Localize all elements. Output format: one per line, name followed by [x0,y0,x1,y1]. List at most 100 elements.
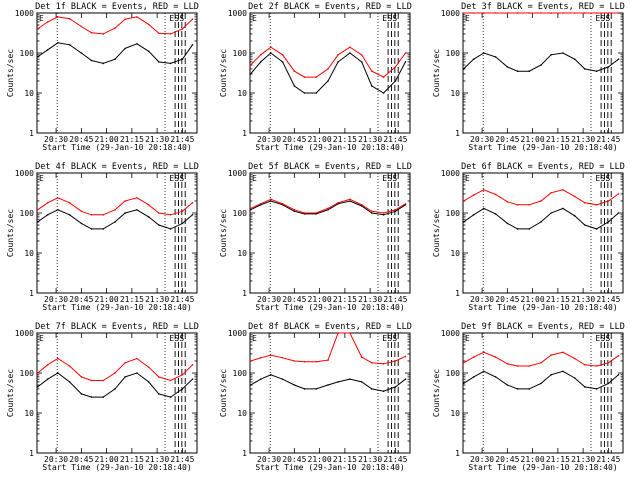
x-tick-label: 21:45 [383,135,407,144]
data-point [303,92,306,94]
x-tick-label: 20:30 [44,295,68,304]
x-tick-label: 20:45 [69,135,93,144]
panel-title: Det 1f BLACK = Events, RED = LLD [35,2,199,12]
data-point [337,381,339,383]
panel-title: Det 4f BLACK = Events, RED = LLD [35,162,199,172]
data-point [462,12,465,14]
x-tick-label: 21:45 [596,455,620,464]
y-tick-label: 10 [237,249,247,258]
x-axis-title: Start Time (29-Jan-10 20:18:40) [42,143,191,152]
x-tick-label: 21:30 [571,455,595,464]
data-point [114,372,116,374]
data-point [516,70,519,72]
data-point [404,61,407,63]
data-point [483,52,485,54]
marker-label: E [169,334,174,343]
panel-title: Det 3f BLACK = Events, RED = LLD [461,2,625,12]
data-point [114,388,116,390]
data-point [584,68,586,70]
y-tick-label: 100 [20,209,35,218]
data-point [617,12,620,14]
data-point [191,364,194,366]
data-point [57,42,59,44]
x-tick-label: 21:00 [308,295,332,304]
data-point [270,46,272,48]
data-point [562,189,564,191]
x-tick-label: 20:30 [257,135,281,144]
data-point [595,388,598,390]
series-line [463,52,619,72]
y-tick-label: 10 [450,409,460,418]
plot-frame [462,332,624,454]
x-tick-label: 21:00 [521,135,545,144]
data-point [540,200,542,202]
data-point [303,361,306,363]
data-point [472,194,475,196]
data-point [124,18,126,21]
data-point [562,12,564,14]
y-axis-title: Counts/sec [219,369,228,417]
data-point [36,372,39,374]
data-point [90,379,93,382]
x-tick-label: 21:00 [521,455,545,464]
series-line [37,197,193,216]
data-point [394,210,397,213]
data-point [114,209,116,211]
data-point [349,378,351,381]
x-tick-label: 21:15 [546,455,570,464]
data-point [528,204,530,206]
data-point [147,216,150,218]
data-point [617,193,620,195]
data-point [68,44,71,46]
y-tick-label: 1000 [228,9,247,18]
data-point [281,54,284,56]
data-point [540,12,542,14]
y-axis-title: Counts/sec [6,209,15,257]
data-point [315,388,318,390]
data-point [573,195,576,198]
y-tick-label: 1 [242,129,247,138]
marker-label: E [252,174,257,183]
data-point [68,202,71,204]
data-point [360,381,363,383]
x-tick-label: 20:45 [282,295,306,304]
x-axis-title: Start Time (29-Jan-10 20:18:40) [42,463,191,472]
data-point [540,382,542,385]
panel-title: Det 7f BLACK = Events, RED = LLD [35,322,199,332]
x-axis-title: Start Time (29-Jan-10 20:18:40) [255,303,404,312]
data-point [68,17,71,20]
data-point [371,212,373,214]
data-point [483,351,485,354]
data-point [483,189,485,191]
panel-title: Det 8f BLACK = Events, RED = LLD [248,322,412,332]
y-tick-label: 100 [446,209,461,218]
data-point [573,377,576,379]
data-point [394,66,397,68]
data-point [540,362,542,364]
marker-label: E [39,334,44,343]
y-tick-label: 10 [237,409,247,418]
x-axis-title: Start Time (29-Jan-10 20:18:40) [255,143,404,152]
marker-label: S [392,14,397,23]
data-point [303,212,306,214]
data-point [584,224,586,226]
data-point [147,366,150,369]
x-tick-label: 20:45 [495,295,519,304]
x-tick-label: 21:30 [145,135,169,144]
panel-title: Det 5f BLACK = Events, RED = LLD [248,162,412,172]
x-tick-label: 21:00 [95,295,119,304]
y-tick-label: 1000 [15,329,34,338]
data-point [293,210,296,213]
data-point [169,33,172,35]
x-tick-label: 21:30 [145,455,169,464]
x-tick-label: 21:15 [333,295,357,304]
plot-frame [249,172,411,294]
data-point [371,85,373,87]
data-point [472,214,475,216]
x-tick-label: 20:45 [69,295,93,304]
data-point [462,68,465,70]
data-point [136,197,138,199]
x-tick-label: 21:15 [546,135,570,144]
data-point [270,200,272,202]
x-tick-label: 21:00 [95,455,119,464]
